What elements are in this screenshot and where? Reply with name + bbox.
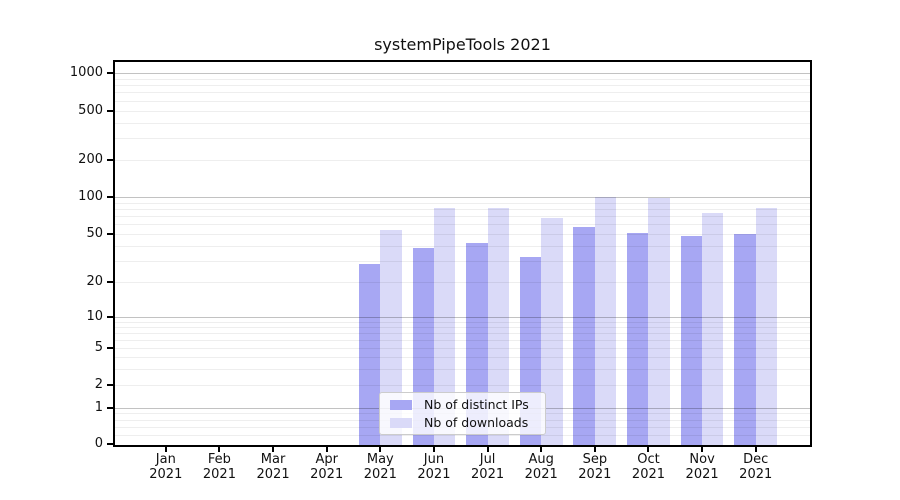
bar-jul-downloads <box>487 208 509 445</box>
y-tick-mark <box>107 72 113 74</box>
x-tick-mark <box>272 447 275 452</box>
minor-gridline <box>115 321 810 323</box>
chart-title: systemPipeTools 2021 <box>374 35 551 54</box>
x-tick-mark <box>540 447 543 452</box>
minor-gridline <box>115 326 810 328</box>
minor-gridline <box>115 216 810 218</box>
y-tick-label: 1000 <box>69 65 103 80</box>
legend-item-downloads: Nb of downloads <box>388 415 537 430</box>
x-tick-label: Aug 2021 <box>524 452 558 482</box>
minor-gridline <box>115 435 810 436</box>
bar-oct-distinct-ips <box>627 232 649 445</box>
minor-gridline <box>115 92 810 94</box>
x-tick-mark <box>164 447 167 452</box>
bar-dec-distinct-ips <box>734 234 756 445</box>
x-tick-mark <box>379 447 382 452</box>
legend-swatch-downloads <box>390 417 412 428</box>
minor-gridline <box>115 245 810 247</box>
bar-oct-downloads <box>648 198 670 445</box>
y-tick-label: 500 <box>78 102 103 118</box>
bar-may-downloads <box>380 229 402 445</box>
x-tick-mark <box>325 447 328 452</box>
minor-gridline <box>115 110 810 112</box>
bar-aug-downloads <box>541 217 563 445</box>
plot-border <box>113 60 812 447</box>
bar-dec-downloads <box>755 207 778 445</box>
legend: Nb of distinct IPs Nb of downloads <box>379 392 546 435</box>
y-tick-mark <box>107 406 113 409</box>
bar-nov-distinct-ips <box>680 236 703 445</box>
y-tick-label: 20 <box>86 274 103 289</box>
minor-gridline <box>115 332 810 334</box>
minor-gridline <box>115 385 810 386</box>
x-tick-label: Jan 2021 <box>149 452 183 482</box>
minor-gridline <box>115 282 810 283</box>
minor-gridline <box>115 357 810 358</box>
y-tick-mark <box>107 347 113 349</box>
legend-swatch-distinct-ips <box>390 399 412 410</box>
x-tick-mark <box>218 447 221 452</box>
bar-may-distinct-ips <box>358 264 381 445</box>
minor-gridline <box>115 234 810 235</box>
x-tick-label: Dec 2021 <box>739 452 773 482</box>
x-tick-label: Jun 2021 <box>417 452 451 482</box>
y-tick-label: 2 <box>94 377 103 392</box>
legend-label-distinct-ips: Nb of distinct IPs <box>424 397 529 412</box>
minor-gridline <box>115 339 810 341</box>
bar-nov-downloads <box>702 213 724 445</box>
x-tick-label: Feb 2021 <box>202 452 236 482</box>
y-tick-label: 1 <box>94 399 103 415</box>
x-tick-mark <box>647 447 650 452</box>
y-tick-mark <box>107 109 113 112</box>
x-tick-label: May 2021 <box>363 452 397 482</box>
y-tick-label: 100 <box>78 189 103 204</box>
bar-jun-downloads <box>433 207 456 445</box>
minor-gridline <box>115 100 810 102</box>
y-tick-mark <box>107 233 113 235</box>
x-tick-label: Nov 2021 <box>685 452 719 482</box>
major-gridline <box>115 197 810 198</box>
x-tick-mark <box>486 447 489 452</box>
y-tick-mark <box>107 384 113 386</box>
legend-item-distinct-ips: Nb of distinct IPs <box>388 397 537 412</box>
x-tick-label: Oct 2021 <box>631 452 666 482</box>
x-tick-label: Jul 2021 <box>471 452 505 482</box>
x-tick-mark <box>754 447 757 452</box>
y-tick-label: 0 <box>94 436 103 452</box>
minor-gridline <box>115 368 810 370</box>
minor-gridline <box>115 348 810 349</box>
y-tick-label: 50 <box>86 226 103 241</box>
minor-gridline <box>115 85 810 87</box>
bar-sep-distinct-ips <box>573 227 595 445</box>
y-tick-mark <box>107 159 113 161</box>
major-gridline <box>115 73 810 74</box>
minor-gridline <box>115 138 810 140</box>
minor-gridline <box>115 260 810 262</box>
minor-gridline <box>115 78 810 80</box>
y-tick-label: 200 <box>78 152 103 167</box>
y-tick-mark <box>107 281 113 283</box>
x-tick-label: Mar 2021 <box>256 452 290 482</box>
y-tick-mark <box>107 316 113 318</box>
minor-gridline <box>115 160 810 161</box>
minor-gridline <box>115 122 810 124</box>
y-tick-mark <box>107 196 113 198</box>
x-tick-label: Apr 2021 <box>310 452 344 482</box>
minor-gridline <box>115 224 810 226</box>
minor-gridline <box>115 202 810 204</box>
x-tick-mark <box>593 447 596 452</box>
y-tick-mark <box>107 443 113 446</box>
y-tick-label: 10 <box>86 309 103 324</box>
major-gridline <box>115 317 810 318</box>
x-tick-mark <box>701 447 704 452</box>
bar-sep-downloads <box>594 197 617 445</box>
x-tick-label: Sep 2021 <box>578 452 612 482</box>
y-tick-label: 5 <box>94 340 103 355</box>
minor-gridline <box>115 208 810 210</box>
legend-label-downloads: Nb of downloads <box>424 415 529 430</box>
x-tick-mark <box>432 447 435 452</box>
